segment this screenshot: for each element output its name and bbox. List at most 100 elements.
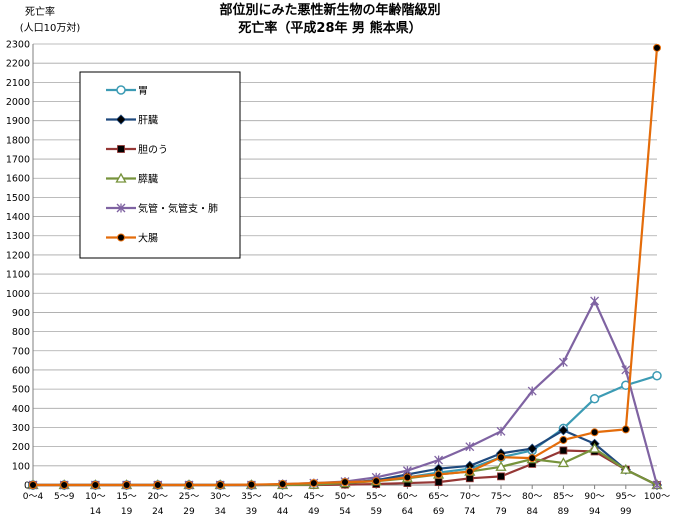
data-point — [91, 481, 100, 489]
data-point — [465, 467, 474, 476]
x-tick-label-line2: 69 — [433, 507, 445, 517]
legend-label: 膵臓 — [138, 174, 158, 186]
y-tick-label: 900 — [12, 308, 30, 319]
x-tick-label: 10～ — [85, 492, 105, 502]
data-point — [653, 43, 661, 52]
legend-entry-1: 肝臓 — [106, 114, 158, 127]
legend-box — [79, 71, 241, 259]
data-point — [620, 463, 632, 474]
y-tick-label: 800 — [12, 327, 30, 338]
y-tick-label: 1000 — [6, 289, 30, 300]
data-point — [495, 460, 507, 471]
data-point — [527, 386, 537, 396]
data-point — [528, 454, 537, 463]
x-tick-label-line2: 79 — [495, 507, 507, 517]
data-point — [497, 472, 505, 481]
data-point — [589, 393, 600, 404]
legend-entry-0: 胃 — [106, 85, 148, 97]
y-tick-label: 2200 — [6, 59, 30, 70]
x-tick-label: 75～ — [491, 492, 511, 502]
x-tick-label-line2: 39 — [246, 507, 258, 517]
x-tick-label: 35～ — [241, 492, 261, 502]
x-tick-labels: 0～4 5～9 10～ 14 15～ 19 20～ 24 25～ 29 30～ 34 35～ 39 40～ 4… — [23, 485, 670, 517]
legend-label: 大腸 — [138, 232, 158, 245]
x-tick-label: 20～ — [148, 492, 168, 502]
x-tick-label-line2: 29 — [183, 507, 195, 517]
x-tick-label: 15～ — [116, 492, 136, 502]
data-point — [247, 480, 256, 489]
data-point — [434, 455, 444, 465]
x-tick-label: 0～4 — [23, 492, 44, 502]
data-point — [122, 481, 131, 489]
y-tick-label: 100 — [12, 461, 30, 472]
data-point — [621, 365, 631, 375]
legend-entry-2: 胆のう — [106, 144, 168, 156]
data-point — [278, 480, 287, 489]
x-tick-label-line2: 99 — [620, 507, 632, 517]
legend-entry-4: 気管・気管支・肺 — [106, 202, 218, 215]
data-point — [621, 425, 630, 434]
x-tick-label: 55～ — [366, 492, 386, 502]
data-point — [153, 481, 162, 489]
y-tick-labels: 0 100 200 300 400 500 600 700 800 900 1000 1100 1200… — [6, 40, 30, 492]
data-point — [527, 443, 538, 454]
x-tick-label-line2: 14 — [90, 507, 102, 517]
x-tick-label-line2: 64 — [402, 507, 414, 517]
data-point — [590, 296, 600, 306]
y-tick-label: 2100 — [6, 78, 30, 89]
x-tick-label: 45～ — [304, 492, 324, 502]
y-tick-label: 2300 — [6, 40, 30, 51]
legend-marker — [115, 114, 127, 125]
x-tick-label: 70～ — [460, 492, 480, 502]
data-point — [559, 446, 568, 455]
data-point — [588, 442, 601, 453]
legend-marker — [116, 203, 126, 213]
x-tick-label-line2: 89 — [558, 507, 570, 517]
y-tick-label: 600 — [12, 365, 30, 376]
data-point — [497, 453, 505, 462]
data-point — [60, 481, 69, 489]
x-tick-label: 95～ — [616, 492, 636, 502]
y-tick-label: 1100 — [6, 270, 30, 281]
x-tick-label-line2: 94 — [589, 507, 601, 517]
y-tick-label: 1700 — [6, 155, 30, 166]
legend-entry-3: 膵臓 — [106, 172, 158, 186]
y-tick-label: 700 — [12, 346, 30, 357]
x-tick-label: 100～ — [644, 492, 670, 502]
data-point — [496, 426, 506, 436]
y-tick-label: 1600 — [6, 174, 30, 185]
data-point — [652, 480, 662, 490]
legend-entry-5: 大腸 — [106, 232, 158, 245]
data-point — [434, 478, 443, 487]
y-tick-label: 2000 — [6, 97, 30, 108]
data-point — [652, 370, 662, 381]
x-tick-label-line2: 44 — [277, 507, 289, 517]
y-tick-label: 1200 — [6, 250, 30, 261]
y-axis-label-line2: (人口10万対) — [20, 21, 81, 34]
chart-subtitle: 死亡率（平成28年 男 熊本県） — [238, 20, 421, 36]
data-point — [372, 477, 381, 486]
legend-label: 気管・気管支・肺 — [138, 202, 218, 215]
y-tick-label: 1400 — [6, 212, 30, 223]
x-tick-label: 40～ — [272, 492, 292, 502]
x-tick-label-line2: 34 — [214, 507, 226, 517]
y-tick-label: 1900 — [6, 116, 30, 127]
x-tick-label-line2: 84 — [526, 507, 538, 517]
x-tick-label: 5～9 — [54, 492, 75, 502]
x-tick-label-line2: 54 — [339, 507, 351, 517]
data-point — [29, 481, 37, 489]
data-point — [558, 357, 568, 367]
y-tick-label: 300 — [12, 423, 30, 434]
data-point — [465, 442, 475, 452]
x-tick-label: 30～ — [210, 492, 230, 502]
data-point — [590, 428, 599, 437]
legend-label: 肝臓 — [138, 115, 158, 127]
y-tick-label: 0 — [24, 481, 30, 492]
x-tick-label: 65～ — [428, 492, 448, 502]
data-point — [185, 481, 193, 489]
y-tick-label: 1800 — [6, 135, 30, 146]
y-axis-label-line1: 死亡率 — [25, 5, 55, 18]
data-point — [434, 470, 443, 479]
